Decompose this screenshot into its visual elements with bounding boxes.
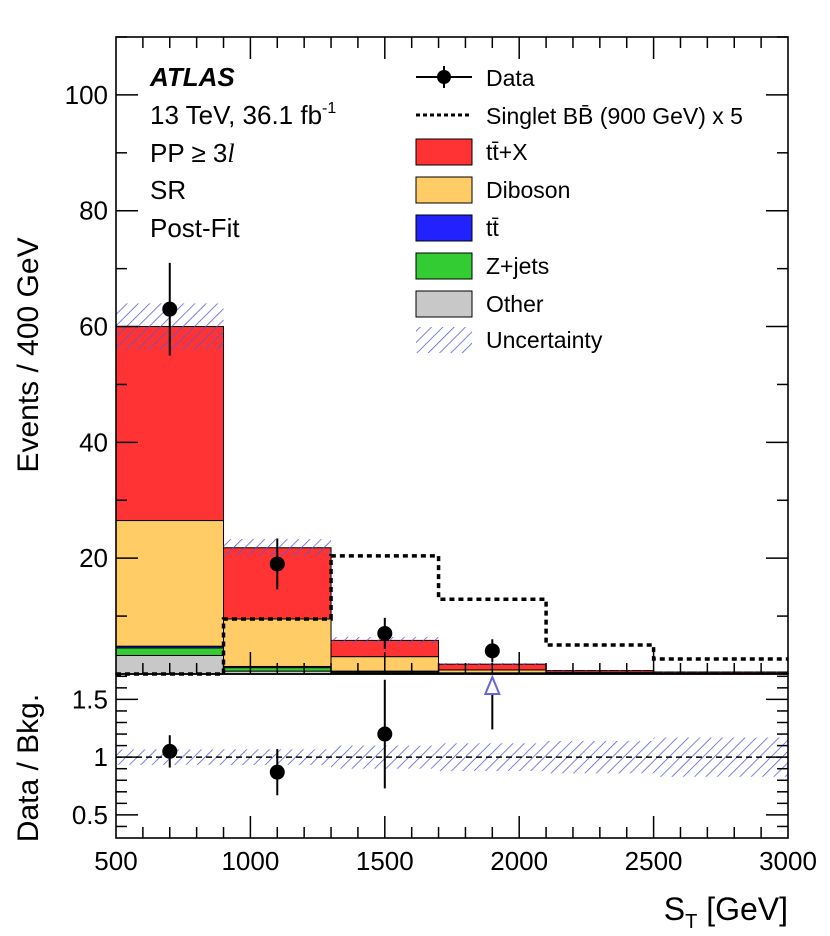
ratio-x-ticks: 500 1000 1500 2000 2500 3000 <box>94 816 817 876</box>
legend-label-data: Data <box>486 65 535 91</box>
ratio-plot-panel: 0.5 1 1.5 500 1000 1500 2000 2500 3000 Data / B… <box>12 673 817 933</box>
ratio-point-1 <box>269 764 285 780</box>
legend-stack-entries: tt̄+X Diboson tt̄ Z+jets Other <box>415 138 570 318</box>
main-x-ticks <box>142 37 762 674</box>
fit-label: Post-Fit <box>150 213 240 243</box>
bar-tt-x-bin-0 <box>115 326 225 522</box>
data-point-2 <box>377 625 393 641</box>
legend: Data Singlet BB̄ (900 GeV) x 5 tt̄+X Dibo… <box>415 65 743 353</box>
ratio-plot-frame <box>115 673 789 839</box>
signal-step-line <box>116 554 788 676</box>
luminosity-label: 13 TeV, 36.1 fb-1 <box>150 100 336 130</box>
legend-swatch-tt <box>415 214 473 242</box>
x-tick-label-2000: 2000 <box>490 846 548 876</box>
legend-label-signal: Singlet BB̄ (900 GeV) x 5 <box>486 103 743 129</box>
legend-swatch-z-jets <box>415 252 473 280</box>
x-tick-label-1000: 1000 <box>221 846 279 876</box>
uncertainty-bin-5 <box>653 671 788 673</box>
legend-swatch-other <box>415 290 473 318</box>
ratio-point-2 <box>377 726 393 742</box>
x-tick-label-1500: 1500 <box>356 846 414 876</box>
legend-entry-uncertainty: Uncertainty <box>416 327 603 353</box>
legend-label-diboson: Diboson <box>486 177 570 203</box>
data-points <box>162 262 500 663</box>
ratio-points <box>162 674 501 796</box>
legend-swatch-tt-x <box>415 138 473 166</box>
data-point-3 <box>484 643 500 659</box>
ratio-point-0 <box>162 743 178 759</box>
bar-z-jets-bin-0 <box>115 647 225 656</box>
main-plot-panel: 20 40 60 80 100 Events / 400 GeV ATLAS 13 Te… <box>12 36 789 676</box>
main-y-tick-label-100: 100 <box>65 80 108 110</box>
ratio-y-tick-label-1.5: 1.5 <box>72 684 108 714</box>
legend-label-uncertainty: Uncertainty <box>486 327 603 353</box>
main-y-tick-label-20: 20 <box>79 543 108 573</box>
legend-entry-data: Data <box>416 65 535 91</box>
legend-swatch-diboson <box>415 176 473 204</box>
x-axis-label: ST [GeV] <box>664 891 788 933</box>
region-label: SR <box>150 175 186 205</box>
legend-label-tt-x: tt̄+X <box>486 139 528 165</box>
selection-label: PP ≥ 3l <box>150 138 235 168</box>
main-y-axis-label: Events / 400 GeV <box>12 237 45 472</box>
background-stack <box>115 326 789 675</box>
x-tick-label-3000: 3000 <box>759 846 817 876</box>
main-y-ticks: 20 40 60 80 100 <box>65 36 788 617</box>
atlas-label: ATLAS <box>149 62 235 92</box>
legend-label-tt: tt̄ <box>486 215 499 241</box>
ratio-y-tick-label-1: 1 <box>94 742 108 772</box>
main-y-tick-label-60: 60 <box>79 312 108 342</box>
main-y-tick-label-40: 40 <box>79 427 108 457</box>
data-point-0 <box>162 301 178 317</box>
bar-diboson-bin-1 <box>223 618 332 667</box>
ratio-y-ticks: 0.5 1 1.5 <box>72 675 788 830</box>
bar-diboson-bin-0 <box>115 520 225 647</box>
data-point-1 <box>269 556 285 572</box>
ratio-y-axis-label: Data / Bkg. <box>12 694 45 842</box>
legend-label-z-jets: Z+jets <box>486 253 549 279</box>
ratio-offscale-arrow <box>483 674 501 695</box>
signal-curve <box>116 554 788 676</box>
x-tick-label-500: 500 <box>94 846 137 876</box>
legend-entry-signal: Singlet BB̄ (900 GeV) x 5 <box>416 103 743 129</box>
x-tick-label-2500: 2500 <box>625 846 683 876</box>
legend-label-other: Other <box>486 291 544 317</box>
main-y-tick-label-80: 80 <box>79 196 108 226</box>
ratio-y-tick-label-0.5: 0.5 <box>72 800 108 830</box>
